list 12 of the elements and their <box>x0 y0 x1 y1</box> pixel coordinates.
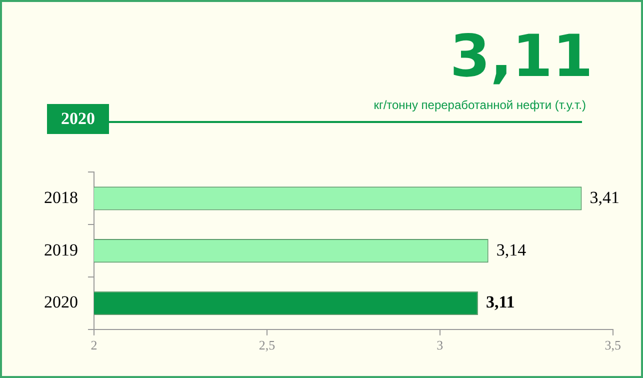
y-tick-label: 2019 <box>44 240 78 260</box>
y-tick-label: 2020 <box>44 292 78 312</box>
chart-subtitle: кг/тонну переработанной нефти (т.у.т.) <box>374 98 586 112</box>
x-tick-label: 3,5 <box>604 338 621 353</box>
data-label: 3,11 <box>486 292 515 312</box>
x-tick-label: 3 <box>436 338 444 353</box>
data-label: 3,14 <box>496 240 527 260</box>
x-tick-label: 2,5 <box>258 338 276 353</box>
chart-title: 3,11 <box>450 22 593 90</box>
x-tick-label: 2 <box>90 338 98 353</box>
data-label: 3,41 <box>590 188 620 207</box>
y-tick-label: 2018 <box>44 188 78 207</box>
